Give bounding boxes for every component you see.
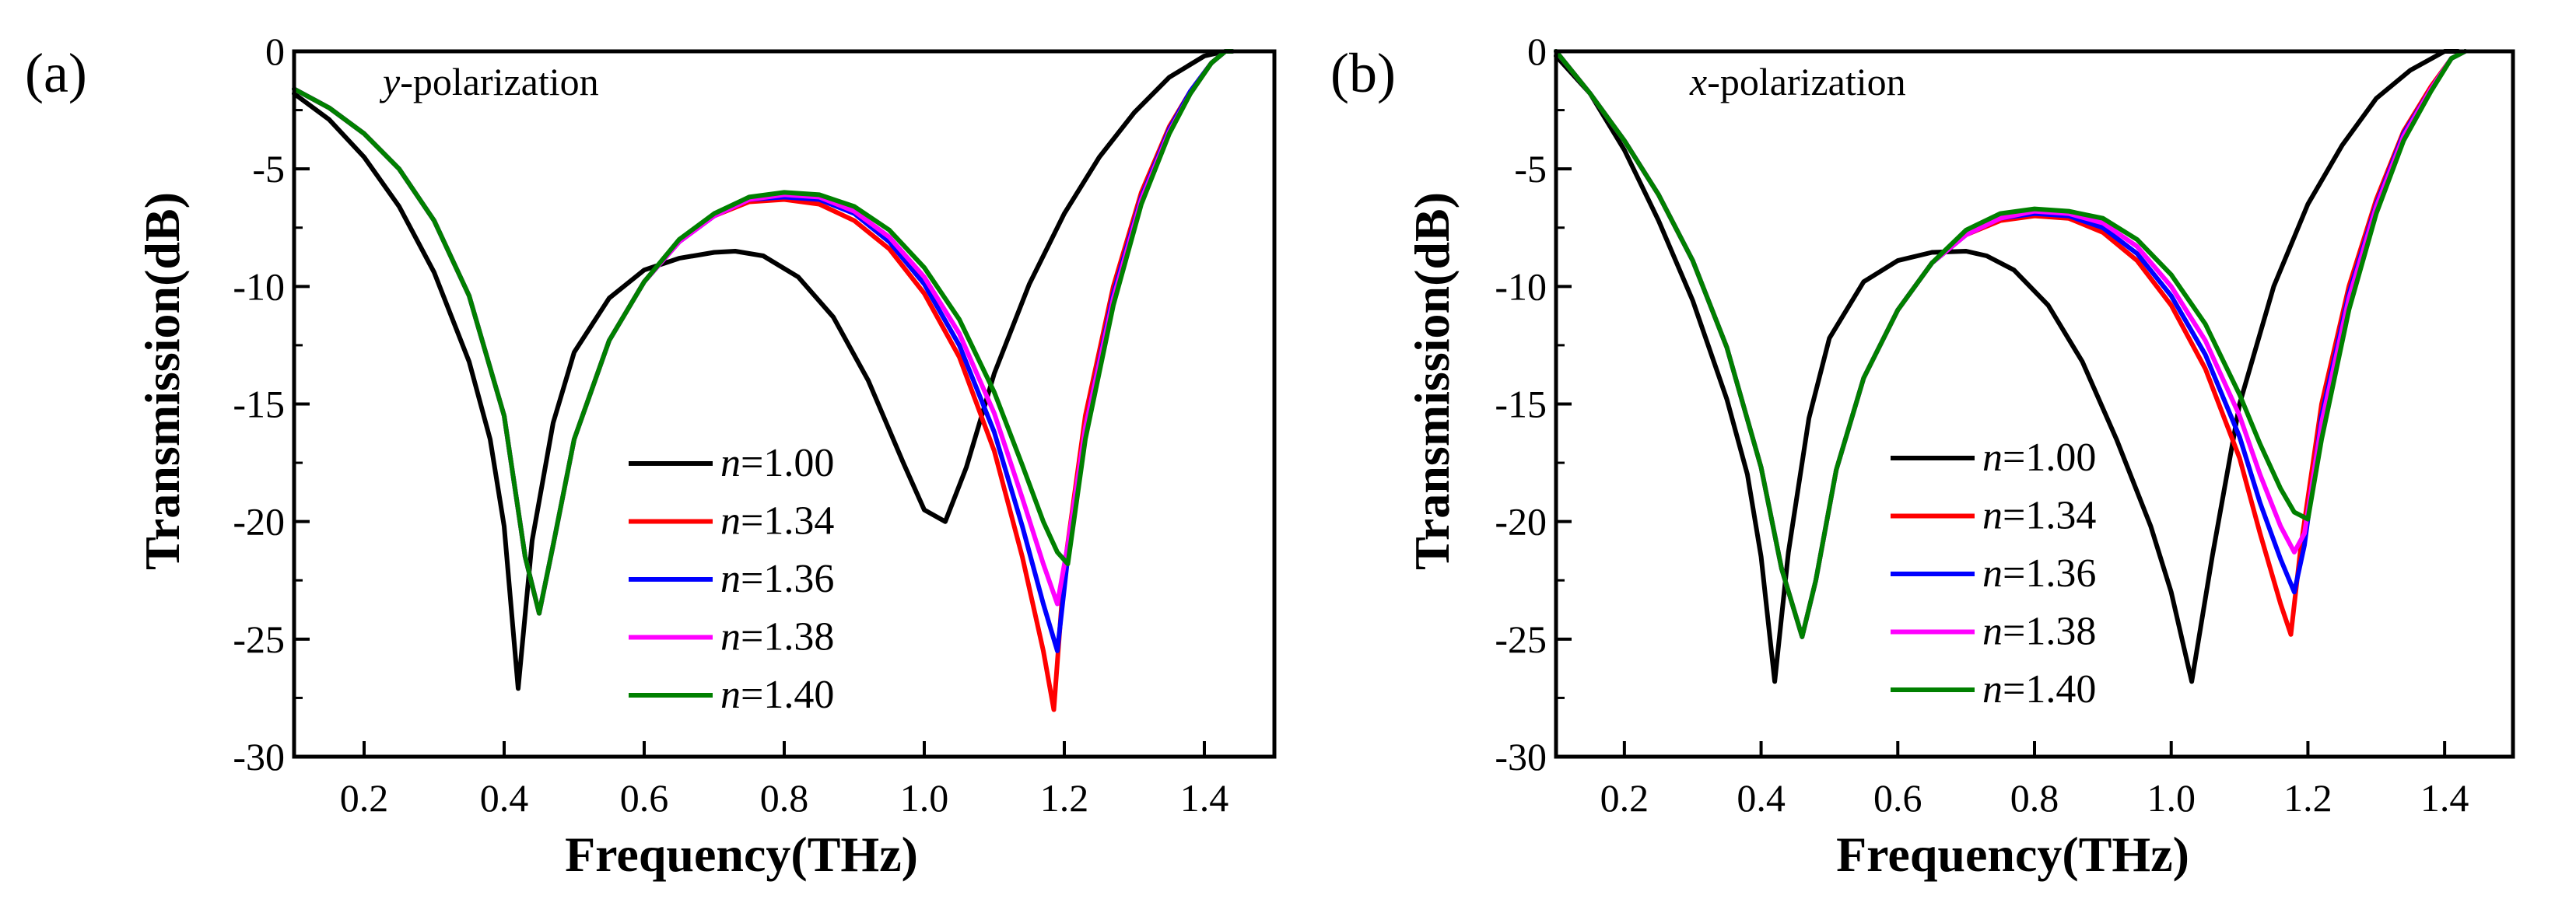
legend-label-italic: n (720, 557, 741, 601)
legend-label-value: =1.00 (2003, 436, 2096, 480)
legend-label-value: =1.38 (2003, 610, 2096, 654)
panel-label: (a) (25, 42, 87, 104)
legend-label-italic: n (720, 441, 741, 485)
legend-label: n=1.40 (1982, 667, 2096, 712)
y-axis-label: Transmission(dB) (1404, 192, 1460, 570)
plot-frame (292, 49, 1277, 759)
x-tick-label: 0.8 (760, 776, 809, 820)
legend-label-value: =1.34 (741, 499, 834, 544)
series-line (1554, 49, 2468, 639)
annotation-italic: y (379, 60, 401, 103)
legend-label-italic: n (720, 615, 741, 659)
legend-label: n=1.36 (720, 557, 834, 601)
y-tick-label: -20 (233, 500, 285, 544)
legend-label-value: =1.36 (741, 557, 834, 601)
legend-label-italic: n (720, 499, 741, 544)
legend-label: n=1.40 (720, 673, 834, 717)
legend-label-italic: n (1982, 494, 2003, 538)
y-tick-label: -5 (1514, 147, 1547, 191)
polarization-annotation: y-polarization (379, 60, 599, 103)
legend-label-value: =1.38 (741, 615, 834, 659)
series-line (1554, 49, 2468, 639)
x-tick-label: 0.2 (340, 776, 389, 820)
legend-label-value: =1.00 (741, 441, 834, 485)
legend-label-italic: n (720, 673, 741, 717)
x-tick-label: 1.4 (2420, 776, 2469, 820)
legend: n=1.00n=1.34n=1.36n=1.38n=1.40 (629, 441, 834, 717)
x-tick-label: 1.2 (1040, 776, 1089, 820)
y-tick-label: -15 (1495, 383, 1547, 426)
y-tick-label: -30 (1495, 735, 1547, 778)
series-line (1554, 49, 2461, 684)
x-axis-label: Frequency(THz) (1836, 827, 2189, 882)
tick-layer: 0.2 0.4 0.6 0.8 1.0 1.2 1.4 0 -5 -10 -15 -20 -25 -30 (233, 30, 1228, 820)
y-tick-label: -20 (1495, 500, 1547, 544)
x-tick-label: 1.2 (2283, 776, 2332, 820)
x-axis-label: Frequency(THz) (565, 827, 918, 882)
legend: n=1.00n=1.34n=1.36n=1.38n=1.40 (1891, 436, 2096, 712)
x-tick-label: 1.0 (900, 776, 949, 820)
curve-layer (1554, 49, 2468, 684)
x-tick-label: 0.6 (1873, 776, 1922, 820)
annotation-text: -polarization (1707, 60, 1905, 103)
curve-layer (292, 49, 1235, 712)
y-tick-label: 0 (1527, 30, 1547, 73)
x-tick-label: 1.0 (2147, 776, 2196, 820)
legend-label: n=1.34 (720, 499, 834, 544)
legend-label-value: =1.36 (2003, 551, 2096, 596)
y-tick-label: -30 (233, 735, 285, 778)
x-tick-label: 0.8 (2010, 776, 2059, 820)
legend-label-italic: n (1982, 667, 2003, 712)
legend-label: n=1.38 (720, 615, 834, 659)
x-tick-label: 0.6 (620, 776, 669, 820)
legend-label: n=1.00 (1982, 436, 2096, 480)
x-tick-label: 0.4 (1737, 776, 1786, 820)
legend-label-value: =1.34 (2003, 494, 2096, 538)
series-line (1554, 49, 2468, 639)
legend-label: n=1.36 (1982, 551, 2096, 596)
legend-label-value: =1.40 (2003, 667, 2096, 712)
y-tick-label: -10 (233, 264, 285, 308)
panel-b: (b) x-polarization Frequency(THz) Transm… (1330, 30, 2515, 882)
y-tick-label: -15 (233, 383, 285, 426)
legend-label-italic: n (1982, 436, 2003, 480)
legend-label-italic: n (1982, 551, 2003, 596)
series-line (292, 49, 1235, 712)
y-tick-label: -5 (252, 147, 285, 191)
x-tick-label: 0.2 (1600, 776, 1649, 820)
annotation-text: -polarization (400, 60, 598, 103)
series-line (292, 49, 1235, 691)
y-axis-label: Transmission(dB) (135, 192, 190, 570)
x-tick-label: 1.4 (1180, 776, 1229, 820)
legend-label: n=1.38 (1982, 610, 2096, 654)
panel-label: (b) (1330, 42, 1396, 104)
panel-a: (a) y-polarization Frequency(THz) Transm… (25, 30, 1277, 882)
y-tick-label: -25 (1495, 617, 1547, 661)
series-line (292, 49, 1235, 616)
series-line (1554, 49, 2468, 639)
legend-label-value: =1.40 (741, 673, 834, 717)
y-tick-label: -10 (1495, 264, 1547, 308)
annotation-italic: x (1689, 60, 1707, 103)
polarization-annotation: x-polarization (1689, 60, 1906, 103)
y-tick-label: -25 (233, 617, 285, 661)
tick-layer: 0.2 0.4 0.6 0.8 1.0 1.2 1.4 0 -5 -10 -15 -20 -25 -30 (1495, 30, 2469, 820)
legend-label-italic: n (1982, 610, 2003, 654)
legend-label: n=1.00 (720, 441, 834, 485)
legend-label: n=1.34 (1982, 494, 2096, 538)
plot-frame (1554, 49, 2515, 759)
x-tick-label: 0.4 (480, 776, 529, 820)
y-tick-label: 0 (265, 30, 285, 73)
